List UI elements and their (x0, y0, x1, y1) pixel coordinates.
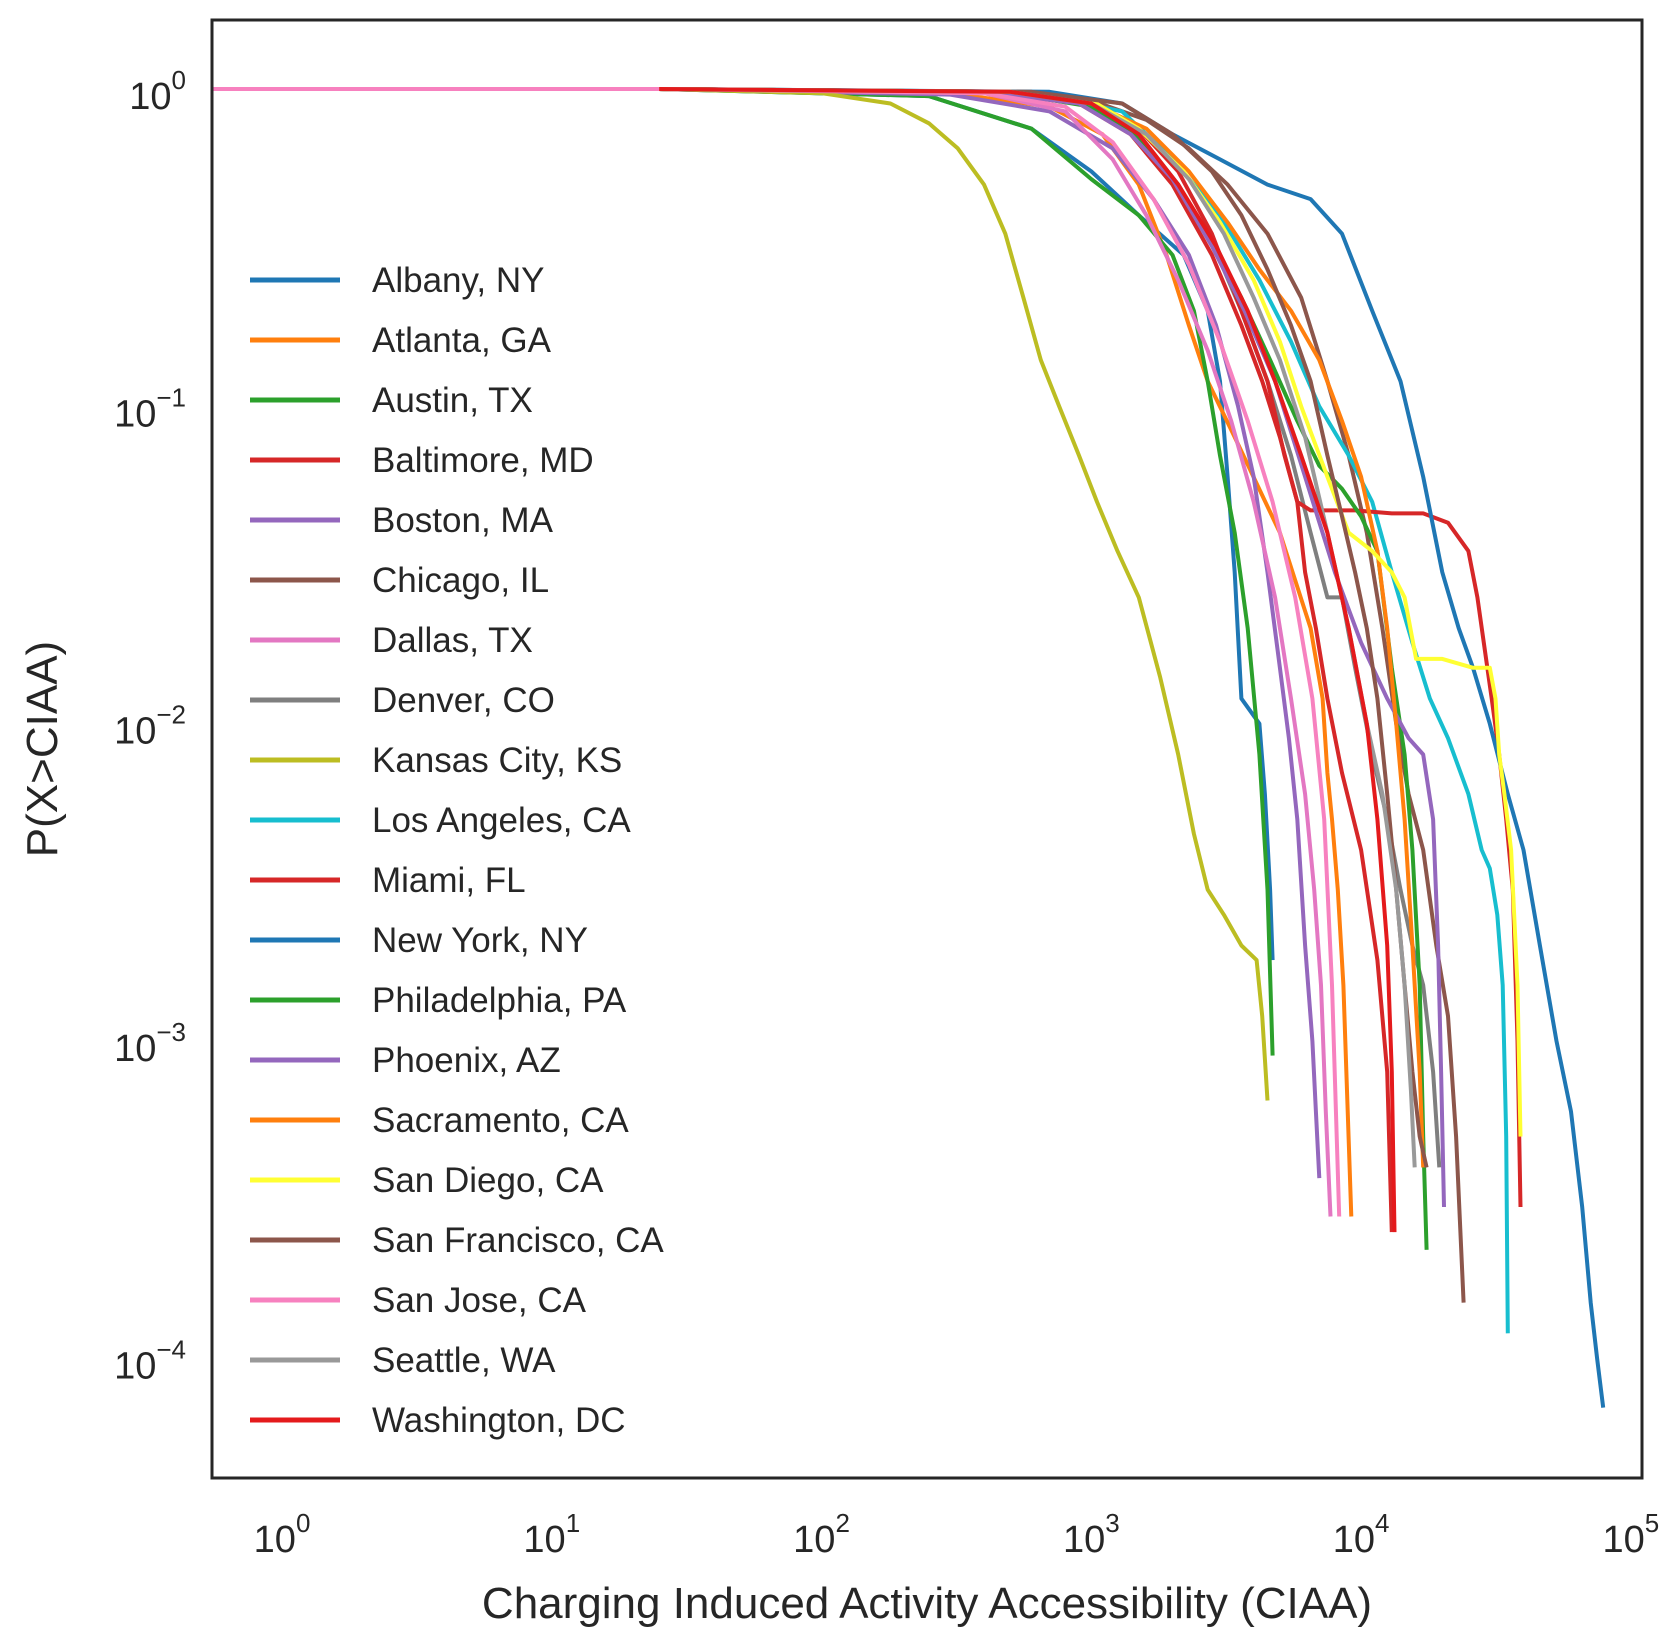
y-tick-label-10e-3: 10−3 (114, 1017, 186, 1070)
x-tick-label-10e2: 102 (793, 1508, 850, 1561)
series-line-dallas-tx (212, 87, 1333, 1217)
legend-item-miami-fl: Miami, FL (250, 861, 526, 900)
y-tick-label-10e-4: 10−4 (114, 1334, 186, 1387)
x-axis-label: Charging Induced Activity Accessibility … (482, 1579, 1372, 1628)
legend-item-albany-ny: Albany, NY (250, 261, 545, 300)
legend-label: Philadelphia, PA (372, 981, 627, 1020)
legend-label: Denver, CO (372, 681, 555, 720)
legend-label: San Francisco, CA (372, 1221, 664, 1260)
series-lines (212, 87, 1606, 1408)
legend-item-kansas-city-ks: Kansas City, KS (250, 741, 622, 780)
legend-label: San Jose, CA (372, 1281, 587, 1320)
legend-label: Chicago, IL (372, 561, 549, 600)
legend-item-seattle-wa: Seattle, WA (250, 1341, 556, 1380)
legend-item-austin-tx: Austin, TX (250, 381, 533, 420)
legend-label: Baltimore, MD (372, 441, 594, 480)
legend-label: Sacramento, CA (372, 1101, 629, 1140)
legend: Albany, NY Atlanta, GA Austin, TX Baltimore… (250, 261, 664, 1440)
legend-item-sacramento-ca: Sacramento, CA (250, 1101, 629, 1140)
x-tick-label-10e3: 103 (1063, 1508, 1120, 1561)
legend-item-los-angeles-ca: Los Angeles, CA (250, 801, 631, 840)
series-line-austin-tx (212, 87, 1275, 1056)
y-tick-label-10e0: 100 (129, 65, 186, 118)
legend-item-boston-ma: Boston, MA (250, 501, 554, 540)
x-tick-label-10e1: 101 (523, 1508, 580, 1561)
y-tick-label-10e-1: 10−1 (114, 382, 186, 435)
legend-item-denver-co: Denver, CO (250, 681, 555, 720)
plot-frame (210, 18, 1644, 1480)
series-line-kansas-city-ks (212, 87, 1270, 1101)
legend-label: San Diego, CA (372, 1161, 604, 1200)
legend-label: Dallas, TX (372, 621, 533, 660)
legend-item-new-york-ny: New York, NY (250, 921, 588, 960)
legend-label: Los Angeles, CA (372, 801, 631, 840)
legend-item-san-jose-ca: San Jose, CA (250, 1281, 587, 1320)
legend-label: Phoenix, AZ (372, 1041, 561, 1080)
legend-item-atlanta-ga: Atlanta, GA (250, 321, 552, 360)
legend-label: Albany, NY (372, 261, 545, 300)
y-axis-label: P(X>CIAA) (18, 641, 67, 857)
series-line-san-jose-ca (212, 87, 1342, 1217)
legend-label: Kansas City, KS (372, 741, 622, 780)
legend-label: Boston, MA (372, 501, 554, 540)
legend-label: Atlanta, GA (372, 321, 552, 360)
legend-item-phoenix-az: Phoenix, AZ (250, 1041, 561, 1080)
y-axis-ticks: 100 10−1 10−2 10−3 10−4 (114, 65, 186, 1387)
series-line-washington-dc (212, 87, 1397, 1233)
y-tick-label-10e-2: 10−2 (114, 700, 186, 753)
legend-item-washington-dc: Washington, DC (250, 1401, 626, 1440)
legend-label: Miami, FL (372, 861, 526, 900)
legend-item-philadelphia-pa: Philadelphia, PA (250, 981, 627, 1020)
legend-item-san-francisco-ca: San Francisco, CA (250, 1221, 664, 1260)
series-line-boston-ma (212, 87, 1322, 1179)
legend-label: New York, NY (372, 921, 588, 960)
legend-item-baltimore-md: Baltimore, MD (250, 441, 594, 480)
legend-label: Seattle, WA (372, 1341, 556, 1380)
x-tick-label-10e5: 105 (1602, 1508, 1659, 1561)
legend-item-san-diego-ca: San Diego, CA (250, 1161, 604, 1200)
legend-label: Washington, DC (372, 1401, 626, 1440)
legend-item-dallas-tx: Dallas, TX (250, 621, 533, 660)
x-tick-label-10e0: 100 (254, 1508, 311, 1561)
x-axis-ticks: 100 101 102 103 104 105 (254, 1508, 1660, 1561)
x-tick-label-10e4: 104 (1333, 1508, 1390, 1561)
legend-label: Austin, TX (372, 381, 533, 420)
legend-item-chicago-il: Chicago, IL (250, 561, 549, 600)
